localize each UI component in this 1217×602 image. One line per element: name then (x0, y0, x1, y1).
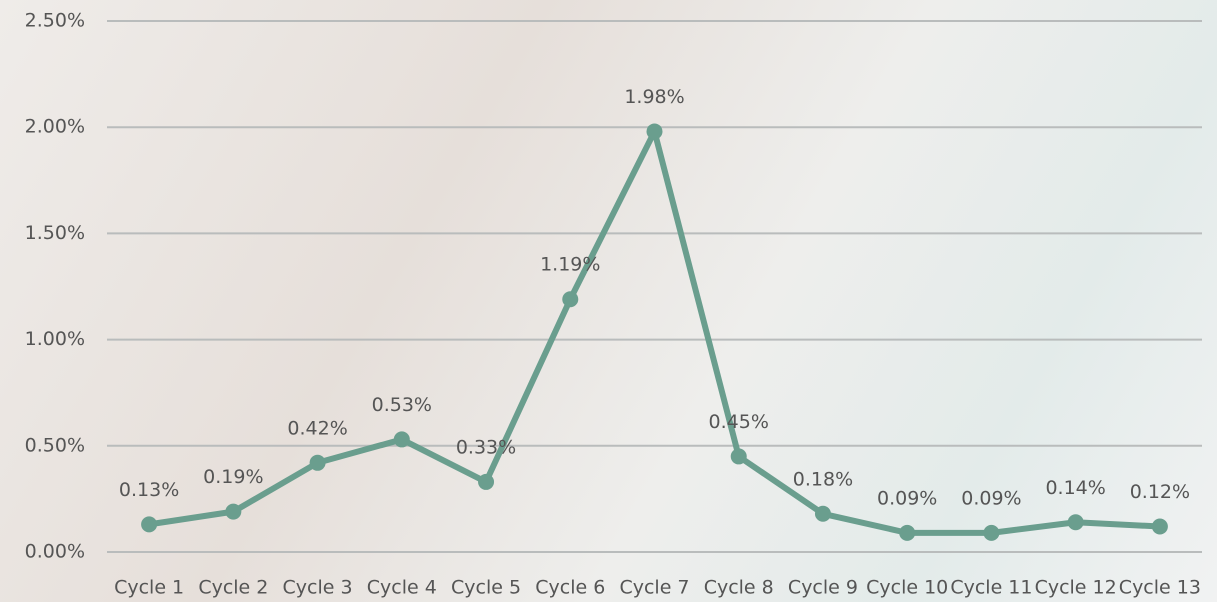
data-point (899, 525, 915, 541)
x-tick-label: Cycle 10 (866, 577, 948, 599)
x-tick-label: Cycle 5 (451, 577, 521, 599)
data-label: 0.42% (287, 417, 347, 439)
data-point (1152, 519, 1168, 535)
x-tick-label: Cycle 7 (619, 577, 689, 599)
data-point (225, 504, 241, 520)
data-line (149, 131, 1160, 532)
data-point (983, 525, 999, 541)
data-point (562, 291, 578, 307)
data-label: 0.09% (961, 487, 1021, 509)
x-tick-label: Cycle 9 (788, 577, 858, 599)
x-tick-label: Cycle 12 (1035, 577, 1117, 599)
y-tick-label: 0.00% (25, 541, 85, 563)
data-point (310, 455, 326, 471)
data-label: 0.09% (877, 487, 937, 509)
data-label: 0.53% (372, 394, 432, 416)
data-point (394, 431, 410, 447)
data-point (141, 516, 157, 532)
data-label: 0.18% (793, 468, 853, 490)
data-label: 1.98% (624, 86, 684, 108)
data-label: 0.12% (1130, 481, 1190, 503)
x-tick-label: Cycle 4 (367, 577, 437, 599)
data-point (478, 474, 494, 490)
data-point (731, 448, 747, 464)
x-tick-label: Cycle 2 (198, 577, 268, 599)
x-tick-label: Cycle 8 (704, 577, 774, 599)
data-point (815, 506, 831, 522)
data-label: 0.14% (1045, 477, 1105, 499)
x-tick-label: Cycle 3 (283, 577, 353, 599)
y-tick-label: 2.50% (25, 10, 85, 32)
y-tick-label: 0.50% (25, 434, 85, 456)
data-label: 0.45% (709, 411, 769, 433)
data-label: 0.33% (456, 436, 516, 458)
y-tick-label: 1.00% (25, 328, 85, 350)
y-tick-label: 1.50% (25, 222, 85, 244)
data-point (1068, 514, 1084, 530)
x-tick-label: Cycle 11 (950, 577, 1032, 599)
x-tick-label: Cycle 1 (114, 577, 184, 599)
data-label: 0.19% (203, 466, 263, 488)
x-tick-label: Cycle 13 (1119, 577, 1201, 599)
y-tick-label: 2.00% (25, 116, 85, 138)
data-label: 0.13% (119, 479, 179, 501)
data-point (647, 123, 663, 139)
chart: 0.00% 0.50% 1.00% 1.50% 2.00% 2.50% Cycle 1 Cyc… (0, 0, 1217, 602)
data-label: 1.19% (540, 254, 600, 276)
x-tick-label: Cycle 6 (535, 577, 605, 599)
